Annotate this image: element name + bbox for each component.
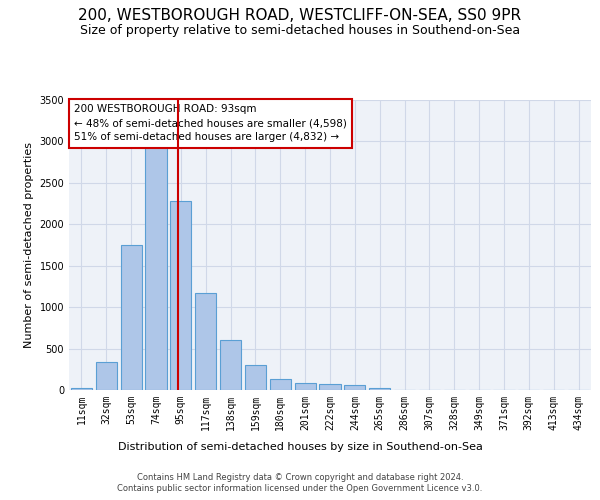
Bar	[195, 293, 216, 390]
Text: Contains HM Land Registry data © Crown copyright and database right 2024.: Contains HM Land Registry data © Crown c…	[137, 472, 463, 482]
Bar	[121, 245, 142, 390]
Text: 200, WESTBOROUGH ROAD, WESTCLIFF-ON-SEA, SS0 9PR: 200, WESTBOROUGH ROAD, WESTCLIFF-ON-SEA,…	[79, 8, 521, 22]
Bar	[245, 365, 266, 390]
Y-axis label: Number of semi-detached properties: Number of semi-detached properties	[24, 142, 34, 348]
Text: Size of property relative to semi-detached houses in Southend-on-Sea: Size of property relative to semi-detach…	[80, 24, 520, 37]
Bar	[145, 147, 167, 390]
Bar	[71, 388, 92, 390]
Text: Distribution of semi-detached houses by size in Southend-on-Sea: Distribution of semi-detached houses by …	[118, 442, 482, 452]
Bar	[220, 340, 241, 390]
Text: 200 WESTBOROUGH ROAD: 93sqm
← 48% of semi-detached houses are smaller (4,598)
51: 200 WESTBOROUGH ROAD: 93sqm ← 48% of sem…	[74, 104, 347, 142]
Bar	[170, 201, 191, 390]
Bar	[270, 379, 291, 390]
Bar	[319, 384, 341, 390]
Bar	[96, 362, 117, 390]
Text: Contains public sector information licensed under the Open Government Licence v3: Contains public sector information licen…	[118, 484, 482, 493]
Bar	[295, 384, 316, 390]
Bar	[344, 385, 365, 390]
Bar	[369, 388, 390, 390]
